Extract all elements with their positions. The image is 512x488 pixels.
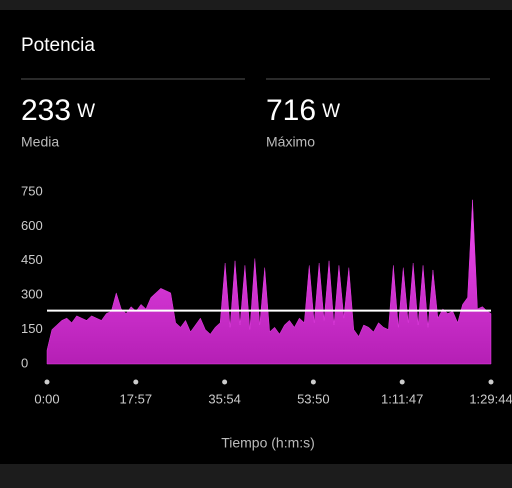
stat-value: 233 W <box>21 94 95 127</box>
y-tick-label: 300 <box>21 287 43 302</box>
x-tick-dot <box>399 379 405 385</box>
stat-unit: W <box>77 101 95 122</box>
y-tick-label: 450 <box>21 252 43 267</box>
stat-label: Media <box>21 134 59 150</box>
x-tick-label: 53:50 <box>297 391 330 406</box>
x-tick-label: 35:54 <box>208 391 241 406</box>
x-tick-label: 1:11:47 <box>381 391 423 406</box>
y-tick-label: 750 <box>21 183 43 198</box>
x-axis-label: Tiempo (h:m:s) <box>221 435 315 451</box>
y-tick-label: 150 <box>21 321 43 336</box>
card-background <box>0 10 512 464</box>
card-title: Potencia <box>21 35 95 56</box>
x-tick-dot <box>44 379 50 385</box>
x-tick-label: 17:57 <box>120 391 153 406</box>
stat-number: 716 <box>266 94 316 127</box>
stat-value: 716 W <box>266 94 340 127</box>
y-tick-label: 0 <box>21 355 28 370</box>
x-tick-dot <box>310 379 316 385</box>
stat-unit: W <box>322 101 340 122</box>
stat-number: 233 <box>21 94 71 127</box>
x-tick-dot <box>488 379 494 385</box>
x-tick-dot <box>133 379 139 385</box>
stat-label: Máximo <box>266 134 315 150</box>
x-tick-dot <box>222 379 228 385</box>
x-tick-label: 0:00 <box>34 391 59 406</box>
y-tick-label: 600 <box>21 218 43 233</box>
x-tick-label: 1:29:44 <box>469 391 512 406</box>
power-area <box>46 199 492 365</box>
